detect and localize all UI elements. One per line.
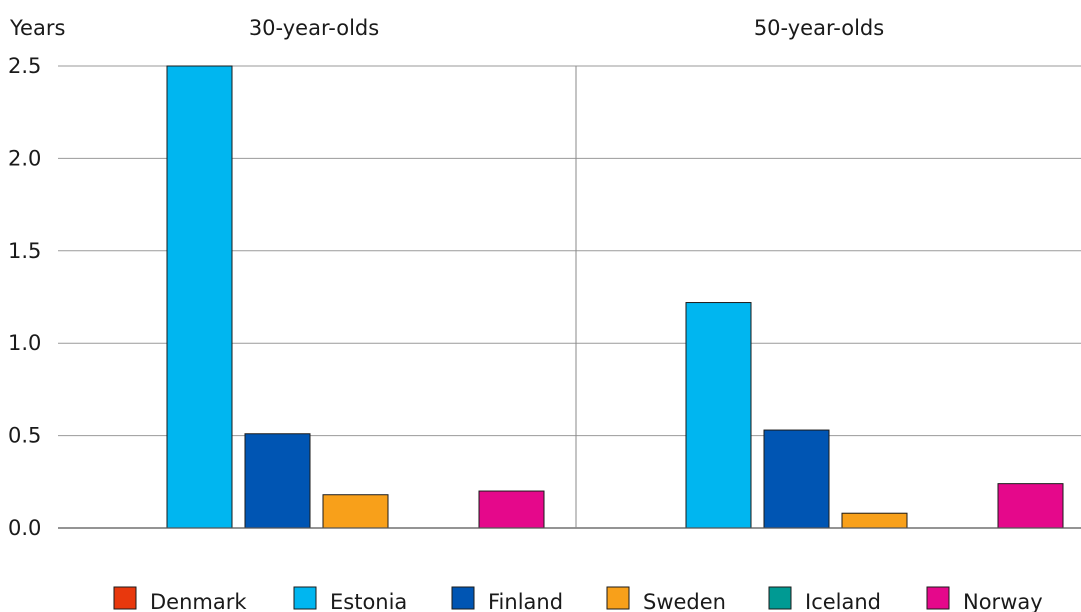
legend-item-finland: Finland [451,586,563,612]
y-tick-labels: 0.0 0.5 1.0 1.5 2.0 2.5 [8,54,41,540]
legend-label: Sweden [643,590,726,612]
legend-item-sweden: Sweden [606,586,726,612]
bar-norway-panel-2 [997,483,1064,529]
bars [166,65,1064,529]
legend-swatch [451,586,475,610]
bar-finland-panel-1 [244,433,311,529]
legend: Denmark Estonia Finland Sweden Iceland Norway [113,586,1043,612]
y-tick-label: 2.0 [8,146,41,170]
legend-swatch [606,586,630,610]
bar-estonia-panel-1 [166,65,233,529]
legend-label: Estonia [330,590,407,612]
bar-finland-panel-2 [763,429,830,529]
y-tick-label: 1.0 [8,331,41,355]
y-tick-label: 0.5 [8,424,41,448]
legend-item-iceland: Iceland [768,586,881,612]
panel-title-30-year-olds: 30-year-olds [249,16,379,40]
bar-norway-panel-1 [478,490,545,529]
legend-item-estonia: Estonia [293,586,407,612]
legend-label: Iceland [805,590,881,612]
legend-swatch [768,586,792,610]
legend-swatch [926,586,950,610]
legend-swatch [113,586,137,610]
legend-label: Denmark [150,590,247,612]
legend-label: Finland [488,590,563,612]
y-tick-label: 1.5 [8,239,41,263]
legend-swatch [293,586,317,610]
y-axis-label: Years [9,16,65,40]
panel-title-50-year-olds: 50-year-olds [754,16,884,40]
legend-item-norway: Norway [926,586,1043,612]
legend-item-denmark: Denmark [113,586,247,612]
axes [58,66,1081,529]
legend-label: Norway [963,590,1043,612]
y-tick-label: 2.5 [8,54,41,78]
bar-sweden-panel-1 [322,494,389,529]
bar-estonia-panel-2 [685,302,752,529]
bar-sweden-panel-2 [841,512,908,529]
y-tick-label: 0.0 [8,516,41,540]
